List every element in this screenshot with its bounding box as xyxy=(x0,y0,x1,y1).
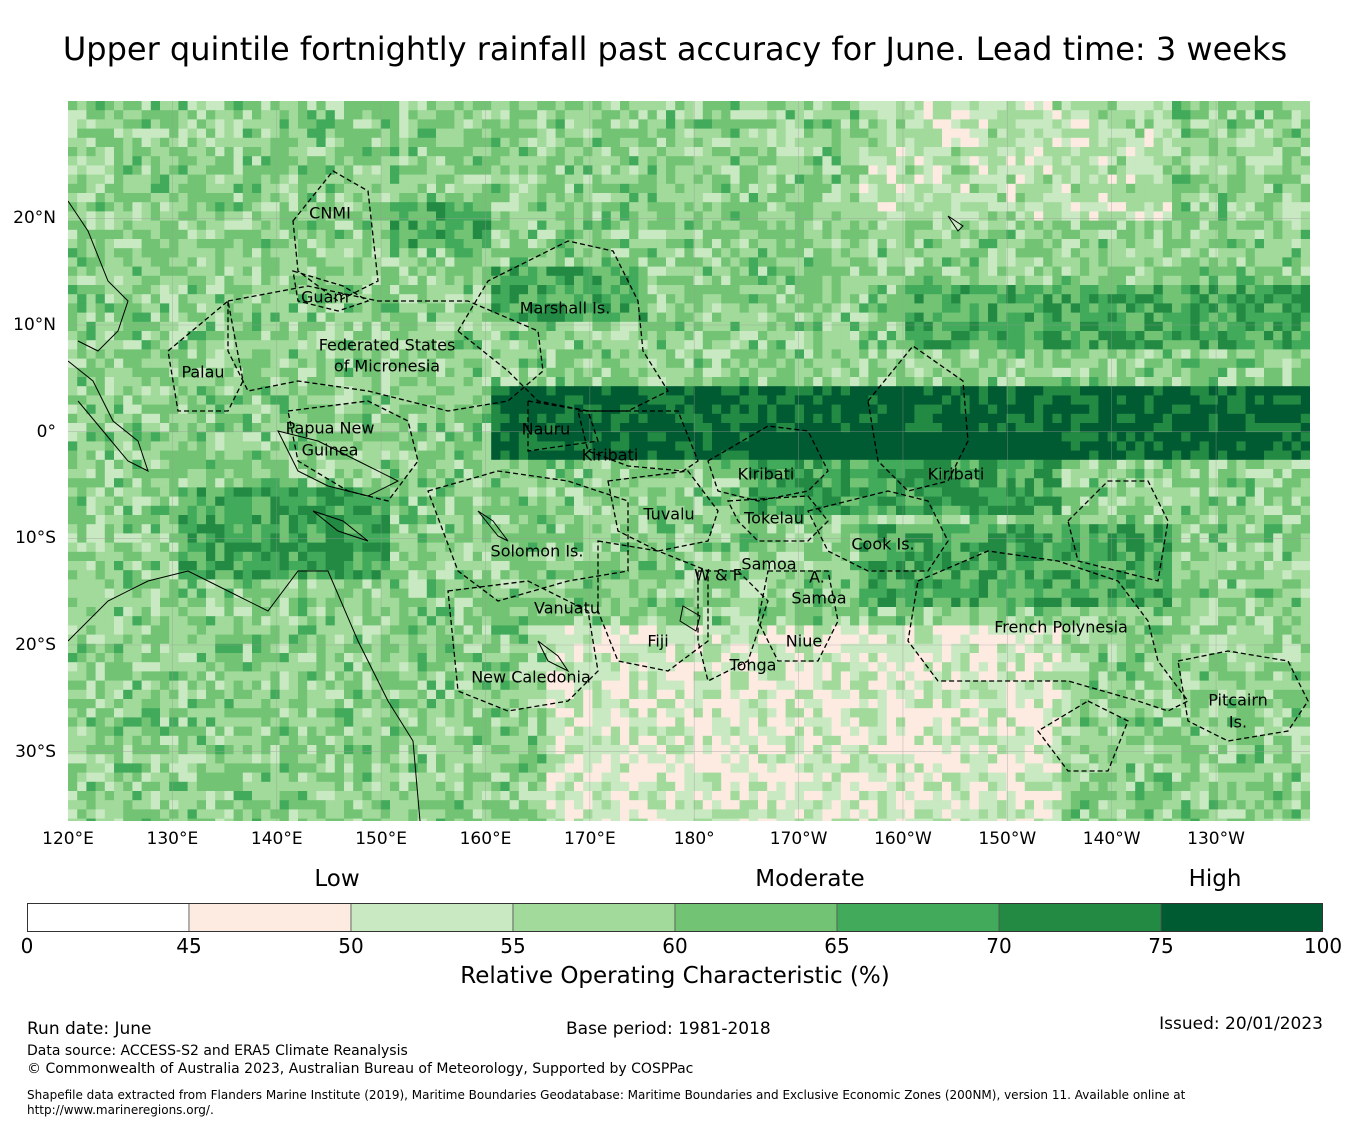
shapefile-url: http://www.marineregions.org/. xyxy=(27,1103,214,1117)
colorbar-segment xyxy=(27,903,190,932)
region-label: Tuvalu xyxy=(642,505,694,524)
longitude-tick: 120°E xyxy=(42,829,94,849)
colorbar-segment xyxy=(188,903,352,932)
region-label: Palau xyxy=(181,363,224,382)
region-label: Papua New xyxy=(286,419,375,438)
longitude-tick: 140°W xyxy=(1082,829,1141,849)
map-gridlines xyxy=(68,101,1310,821)
region-label: French Polynesia xyxy=(994,618,1128,637)
region-label: Tonga xyxy=(729,656,777,675)
colorbar-segment xyxy=(350,903,514,932)
data-source: Data source: ACCESS-S2 and ERA5 Climate … xyxy=(27,1043,408,1059)
chart-title: Upper quintile fortnightly rainfall past… xyxy=(62,30,1288,68)
colorbar-tick: 100 xyxy=(1303,934,1343,958)
colorbar-tick: 45 xyxy=(176,934,202,958)
rainfall-accuracy-map: CNMI Guam Marshall Is. Federated States of M… xyxy=(68,101,1310,821)
longitude-tick: 140°E xyxy=(250,829,303,849)
issued-date: Issued: 20/01/2023 xyxy=(1159,1014,1323,1034)
region-label: W & F xyxy=(694,566,742,585)
legend-category: High xyxy=(1188,866,1242,892)
longitude-tick: 180° xyxy=(673,829,715,849)
colorbar-tick: 50 xyxy=(338,934,364,958)
region-label: Kiribati xyxy=(738,465,795,484)
colorbar xyxy=(27,903,1323,932)
region-label: Fiji xyxy=(647,632,668,651)
region-label: Niue xyxy=(786,632,822,651)
latitude-tick: 30°S xyxy=(15,741,56,762)
colorbar-label: Relative Operating Characteristic (%) xyxy=(460,963,890,989)
region-label: Solomon Is. xyxy=(491,542,584,561)
latitude-tick: 10°S xyxy=(15,528,56,549)
colorbar-tick: 75 xyxy=(1148,934,1174,958)
colorbar-segment xyxy=(1160,903,1323,932)
legend-category: Moderate xyxy=(755,866,865,892)
colorbar-segment xyxy=(674,903,838,932)
region-label: Nauru xyxy=(522,420,571,439)
region-label: Cook Is. xyxy=(851,535,914,554)
region-labels: CNMI Guam Marshall Is. Federated States of M… xyxy=(181,204,1267,732)
base-period: Base period: 1981-2018 xyxy=(566,1019,771,1039)
longitude-tick: 130°E xyxy=(146,829,199,849)
latitude-tick: 20°N xyxy=(13,208,56,229)
longitude-tick: 160°W xyxy=(874,829,932,849)
colorbar-segment xyxy=(512,903,676,932)
coastlines xyxy=(68,200,964,821)
shapefile-credit: Shapefile data extracted from Flanders M… xyxy=(27,1088,1186,1102)
region-label: Is. xyxy=(1229,713,1247,732)
latitude-tick: 20°S xyxy=(15,635,56,655)
colorbar-segment xyxy=(998,903,1162,932)
colorbar-tick: 70 xyxy=(986,934,1012,958)
region-label: Samoa xyxy=(791,589,846,608)
region-label: Guam xyxy=(301,288,349,307)
region-label: CNMI xyxy=(309,204,351,223)
longitude-tick: 160°E xyxy=(459,829,512,849)
region-label: Kiribati xyxy=(582,446,639,465)
region-label: Kiribati xyxy=(928,465,985,484)
colorbar-tick: 60 xyxy=(662,934,688,958)
region-label: Marshall Is. xyxy=(520,299,611,318)
latitude-tick: 0° xyxy=(36,421,56,442)
region-label: A. xyxy=(809,568,825,587)
colorbar-tick: 0 xyxy=(20,934,34,958)
eez-boundaries xyxy=(167,170,1309,772)
region-label: Pitcairn xyxy=(1208,691,1268,710)
longitude-tick: 150°E xyxy=(355,829,407,849)
region-label: Vanuatu xyxy=(534,599,600,618)
colorbar-tick: 55 xyxy=(500,934,526,958)
colorbar-tick: 65 xyxy=(824,934,850,958)
latitude-tick: 10°N xyxy=(13,315,56,335)
legend-category: Low xyxy=(314,866,360,892)
region-label: Guinea xyxy=(302,441,359,460)
run-date: Run date: June xyxy=(27,1019,152,1039)
region-label: Federated States xyxy=(319,336,456,355)
longitude-tick: 150°W xyxy=(978,829,1037,849)
region-label: New Caledonia xyxy=(471,668,591,687)
map-heat-cells xyxy=(68,101,1310,821)
copyright: © Commonwealth of Australia 2023, Austra… xyxy=(27,1061,694,1077)
colorbar-segment xyxy=(836,903,1000,932)
longitude-tick: 170°E xyxy=(563,829,616,849)
longitude-tick: 130°W xyxy=(1187,829,1245,849)
region-label: of Micronesia xyxy=(334,357,440,376)
longitude-tick: 170°W xyxy=(769,829,828,849)
region-label: Tokelau xyxy=(743,509,804,528)
region-label: Samoa xyxy=(741,555,796,574)
